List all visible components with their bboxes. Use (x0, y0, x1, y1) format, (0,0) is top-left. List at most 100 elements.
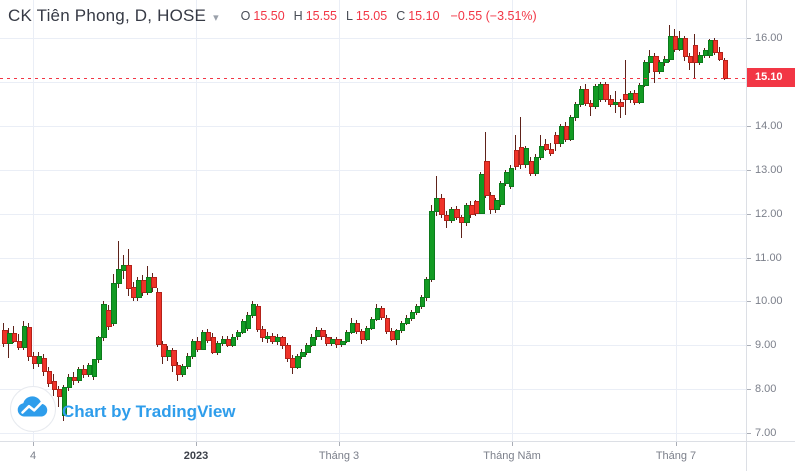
candle-body (151, 277, 157, 289)
candle-body (305, 345, 311, 353)
candle-body (11, 333, 18, 342)
candle-body (379, 308, 386, 318)
open-value: 15.50 (253, 9, 285, 23)
candle-body (663, 59, 669, 64)
horizontal-gridline (0, 38, 746, 39)
price-tick (747, 257, 751, 259)
symbol-title[interactable]: CK Tiên Phong, D, HOSE (8, 6, 207, 25)
horizontal-gridline (0, 389, 746, 391)
candle-body (354, 322, 361, 333)
candle-wick (624, 60, 626, 115)
candle-body (51, 381, 58, 391)
time-tick (339, 442, 340, 446)
candle-body (573, 103, 579, 118)
high-value: 15.55 (305, 9, 337, 23)
price-tick (747, 389, 751, 391)
candle-body (429, 211, 435, 281)
candle-body (583, 88, 589, 104)
close-label: C (396, 9, 406, 23)
price-axis[interactable]: 16.00 14.00 13.00 12.00 11.00 10.00 9.00 8.00 7.… (746, 0, 795, 441)
price-tick (747, 169, 751, 171)
time-tick (676, 442, 677, 446)
time-label: Tháng 7 (655, 450, 697, 462)
vertical-gridline (512, 0, 513, 441)
high-label: H (293, 9, 303, 23)
candle-wick (619, 98, 621, 118)
candle-body (26, 326, 33, 358)
horizontal-gridline (0, 81, 746, 83)
candle-body (494, 200, 500, 211)
time-label: 4 (29, 450, 37, 462)
candle-body (185, 356, 192, 368)
close-value: 15.10 (408, 9, 440, 23)
candle-body (66, 376, 73, 388)
candle-body (692, 44, 699, 64)
candle-body (419, 297, 425, 307)
price-label: 11.00 (755, 251, 782, 264)
candle-body (697, 54, 704, 64)
horizontal-gridline (0, 213, 746, 215)
candle-body (424, 279, 430, 298)
candle-body (260, 328, 266, 339)
chart-canvas[interactable]: CK Tiên Phong, D, HOSE ▾ O 15.50 H 15.55… (0, 0, 746, 441)
price-tick (747, 345, 751, 347)
vertical-gridline (339, 0, 340, 441)
time-label: Tháng Năm (483, 450, 541, 462)
candle-body (603, 84, 609, 100)
candle-body (568, 117, 575, 140)
low-value: 15.05 (355, 9, 388, 23)
candle-body (618, 101, 624, 108)
candle-body (310, 336, 316, 347)
candle-body (235, 332, 242, 338)
candle-body (340, 340, 346, 346)
candle-body (230, 336, 237, 347)
candle-wick (460, 214, 462, 238)
candle-wick (435, 176, 437, 216)
low-label: L (345, 9, 353, 23)
price-tick (747, 38, 751, 39)
candle-body (255, 305, 261, 330)
price-label: 14.00 (755, 119, 783, 132)
attribution-text[interactable]: Chart by TradingView (62, 401, 236, 421)
price-label: 16.00 (755, 32, 783, 44)
candle-body (76, 369, 82, 382)
price-tick (747, 213, 751, 215)
candle-body (280, 337, 286, 347)
tradingview-attribution[interactable]: Chart by TradingView (10, 386, 236, 437)
time-tick (196, 442, 197, 446)
candle-body (404, 318, 411, 325)
vertical-gridline (196, 0, 197, 441)
ohlc-readout: O 15.50 H 15.55 L 15.05 C 15.10 −0.55 (−… (241, 9, 537, 23)
horizontal-gridline (0, 125, 746, 127)
candle-body (41, 357, 48, 372)
candle-body (399, 323, 406, 331)
candle-body (548, 148, 555, 154)
price-label: 7.00 (755, 427, 777, 440)
price-label: 10.00 (755, 295, 783, 308)
candle-body (300, 351, 306, 358)
time-tick (33, 442, 34, 446)
vertical-gridline (33, 0, 34, 441)
candle-body (409, 312, 415, 320)
candle-body (91, 359, 97, 377)
candle-body (285, 345, 291, 359)
candle-body (369, 319, 376, 329)
candle-body (61, 387, 68, 416)
change-value: −0.55 (−3.51%) (450, 9, 537, 23)
candle-body (96, 337, 102, 361)
candle-body (126, 265, 132, 290)
horizontal-gridline (0, 301, 746, 303)
chevron-down-icon[interactable]: ▾ (213, 11, 219, 24)
candle-body (508, 167, 515, 188)
candle-body (658, 62, 664, 72)
candle-body (523, 147, 530, 166)
candle-body (638, 85, 644, 103)
price-tick (747, 125, 751, 127)
price-tick (747, 301, 751, 303)
price-label: 9.00 (755, 339, 777, 352)
open-label: O (240, 9, 251, 23)
last-price-line (0, 77, 746, 79)
time-axis[interactable]: 4 2023 Tháng 3 Tháng Năm Tháng 7 (0, 441, 746, 471)
vertical-gridline (676, 0, 677, 441)
